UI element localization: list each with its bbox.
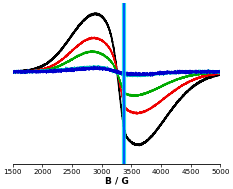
X-axis label: B / G: B / G <box>105 177 128 186</box>
